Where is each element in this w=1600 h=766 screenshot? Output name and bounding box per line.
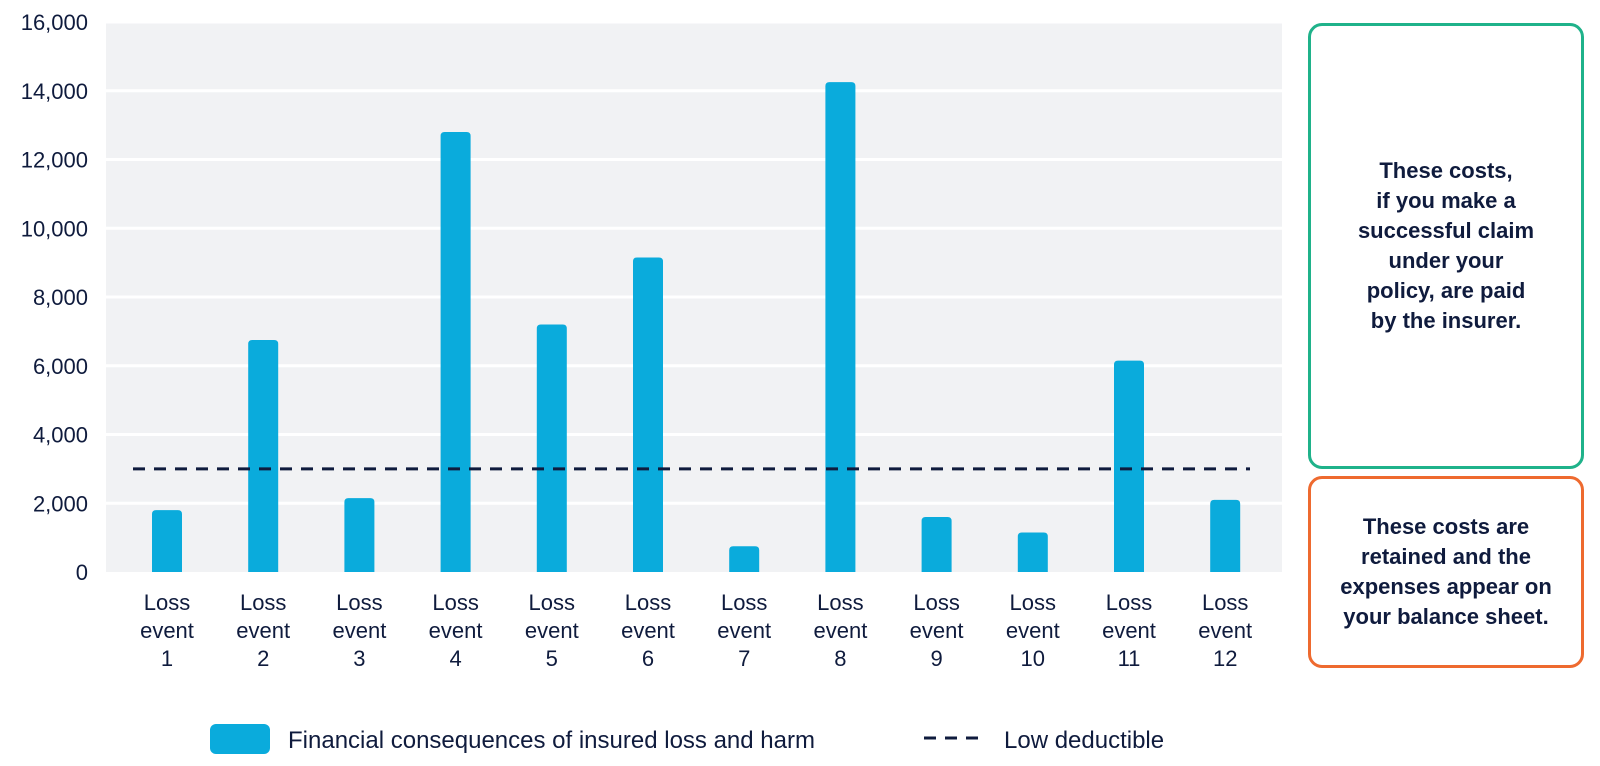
x-tick-label: Loss event 11 xyxy=(1102,590,1156,671)
legend-bar-swatch xyxy=(210,724,270,754)
bar-loss-event-12 xyxy=(1210,499,1241,572)
x-tick-label: Loss event 12 xyxy=(1198,590,1252,671)
x-tick-label: Loss event 8 xyxy=(813,590,867,671)
y-tick-label: 10,000 xyxy=(21,216,88,241)
x-tick-label: Loss event 7 xyxy=(717,590,771,671)
y-tick-label: 8,000 xyxy=(33,285,88,310)
y-tick-label: 0 xyxy=(76,560,88,585)
bar-loss-event-6 xyxy=(633,257,663,572)
x-tick-label: Loss event 1 xyxy=(140,590,194,671)
x-tick-label: Loss event 2 xyxy=(236,590,290,671)
legend-line-label: Low deductible xyxy=(1004,727,1164,754)
bar-loss-event-1 xyxy=(152,510,182,572)
y-axis-ticks: 0 2,000 4,000 6,000 8,000 10,000 12,000 14,000 1… xyxy=(21,10,88,585)
bar-loss-event-2 xyxy=(248,339,279,572)
bar-loss-event-8 xyxy=(825,82,856,572)
bar-loss-event-9 xyxy=(921,517,952,572)
y-tick-label: 16,000 xyxy=(21,10,88,35)
bar-loss-event-10 xyxy=(1017,532,1048,572)
y-tick-label: 4,000 xyxy=(33,423,88,448)
bar-loss-event-5 xyxy=(536,324,567,572)
insurer-paid-text: These costs, if you make a successful cl… xyxy=(1357,158,1535,333)
legend-bar-label: Financial consequences of insured loss a… xyxy=(288,727,815,754)
bars xyxy=(152,82,1241,572)
x-tick-label: Loss event 4 xyxy=(429,590,483,671)
x-tick-label: Loss event 9 xyxy=(910,590,964,671)
y-tick-label: 2,000 xyxy=(33,491,88,516)
retained-costs-text: These costs are retained and the expense… xyxy=(1340,514,1552,629)
y-tick-label: 6,000 xyxy=(33,354,88,379)
x-tick-label: Loss event 5 xyxy=(525,590,579,671)
retained-costs-callout: These costs are retained and the expense… xyxy=(1308,476,1584,668)
x-tick-label: Loss event 3 xyxy=(332,590,386,671)
bar-loss-event-7 xyxy=(729,546,760,572)
y-tick-label: 12,000 xyxy=(21,148,88,173)
bar-loss-event-4 xyxy=(440,132,471,572)
bar-loss-event-11 xyxy=(1114,360,1144,572)
y-tick-label: 14,000 xyxy=(21,79,88,104)
gridlines xyxy=(106,20,1282,505)
insurer-paid-callout: These costs, if you make a successful cl… xyxy=(1308,23,1584,469)
x-axis-ticks: Loss event 1 Loss event 2 Loss event 3 Loss event 4… xyxy=(140,590,1252,671)
legend: Financial consequences of insured loss a… xyxy=(210,724,1164,754)
x-tick-label: Loss event 10 xyxy=(1006,590,1060,671)
x-tick-label: Loss event 6 xyxy=(621,590,675,671)
bar-loss-event-3 xyxy=(344,498,375,572)
